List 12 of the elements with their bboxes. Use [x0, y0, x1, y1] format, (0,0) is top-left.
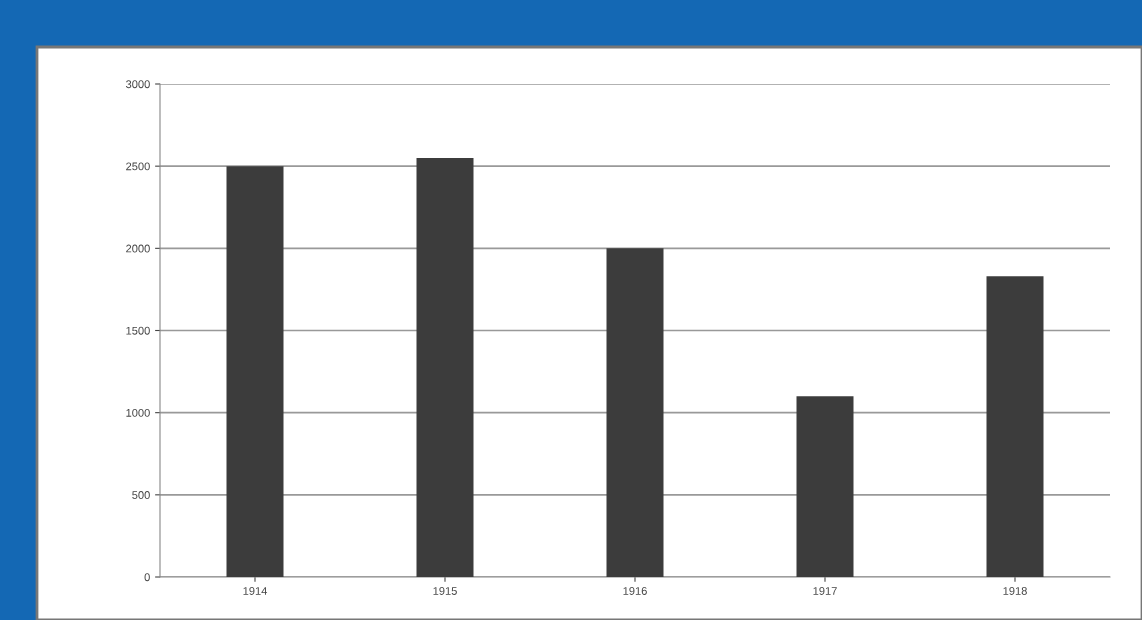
x-tick-label: 1914: [243, 587, 268, 595]
x-tick-label: 1916: [623, 587, 647, 595]
x-tick-label: 1917: [813, 587, 837, 595]
y-tick-label: 2000: [126, 244, 150, 253]
x-tick-label: 1915: [433, 587, 457, 595]
y-tick-label: 1000: [126, 408, 150, 417]
y-tick-label: 3000: [125, 80, 150, 89]
y-tick-label: 0: [144, 573, 150, 582]
y-tick-label: 500: [132, 491, 150, 499]
y-tick-label: 1500: [126, 326, 150, 335]
x-tick-label: 1918: [1003, 587, 1027, 595]
y-tick-label: 2500: [126, 162, 150, 171]
